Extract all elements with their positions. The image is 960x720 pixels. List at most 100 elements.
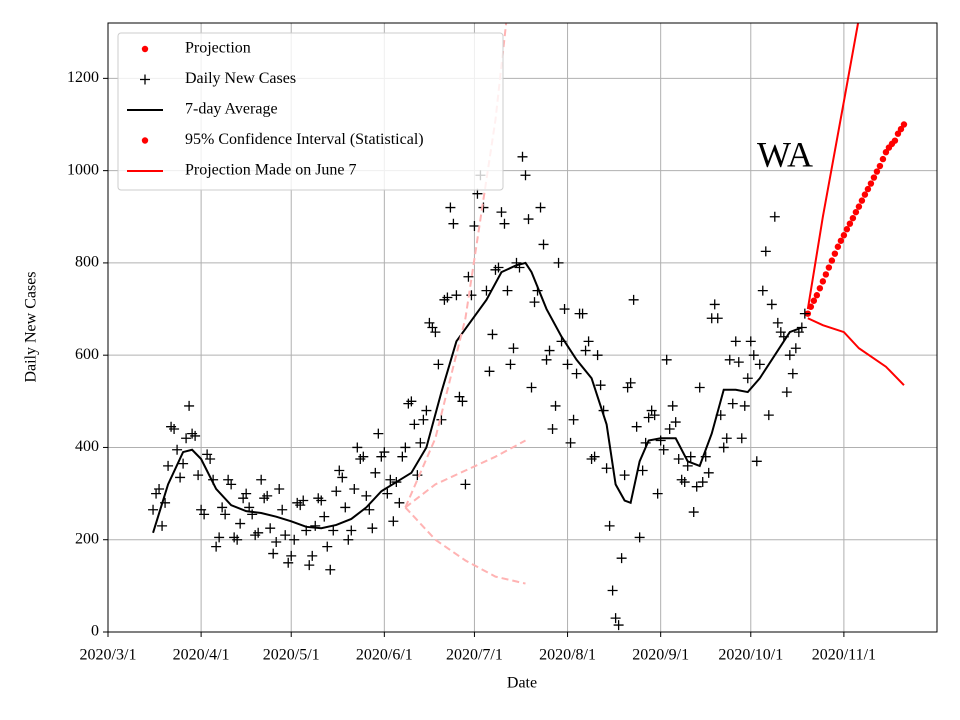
case-point: [571, 368, 582, 379]
case-point: [781, 387, 792, 398]
case-point: [499, 218, 510, 229]
case-point: [610, 613, 621, 624]
case-point: [364, 504, 375, 515]
case-point: [757, 285, 768, 296]
case-point: [346, 525, 357, 536]
case-point: [328, 525, 339, 536]
y-tick-label: 1000: [67, 161, 99, 178]
case-point: [232, 534, 243, 545]
case-point: [421, 405, 432, 416]
legend-box: [117, 32, 504, 191]
y-tick-label: 400: [75, 438, 99, 455]
case-point: [496, 207, 507, 218]
x-tick-label: 2020/8/1: [539, 647, 596, 664]
case-point: [502, 285, 513, 296]
case-point: [316, 495, 327, 506]
case-point: [583, 336, 594, 347]
legend-label: Daily New Cases: [185, 70, 296, 87]
case-point: [589, 451, 600, 462]
legend-label: Projection: [185, 40, 251, 57]
line: [806, 23, 860, 310]
case-point: [154, 483, 165, 494]
projection-point: [840, 232, 848, 239]
case-point: [553, 257, 564, 268]
projection-point: [843, 226, 851, 233]
case-point: [361, 490, 372, 501]
case-point: [658, 444, 669, 455]
case-point: [469, 221, 480, 231]
case-point: [409, 419, 420, 430]
case-point: [337, 472, 348, 483]
case-point: [718, 442, 729, 453]
case-point: [664, 424, 675, 434]
case-point: [544, 345, 555, 356]
case-point: [649, 410, 660, 421]
case-point: [460, 479, 471, 490]
line: [152, 261, 803, 534]
case-point: [169, 424, 180, 434]
case-point: [508, 343, 519, 354]
case-point: [631, 421, 642, 432]
case-point: [358, 451, 369, 462]
case-point: [349, 483, 360, 494]
case-point: [256, 474, 267, 485]
y-tick-label: 1200: [67, 69, 99, 86]
case-point: [601, 463, 612, 474]
case-point: [445, 202, 456, 213]
case-point: [547, 424, 558, 434]
case-point: [322, 541, 333, 552]
x-tick-label: 2020/3/1: [80, 647, 137, 664]
annotation: WA: [757, 134, 813, 174]
case-point: [448, 218, 459, 229]
y-tick-label: 600: [75, 346, 99, 363]
case-point: [592, 350, 603, 361]
case-point: [382, 488, 393, 499]
case-point: [535, 202, 546, 213]
projection-point: [894, 130, 902, 137]
case-point: [613, 620, 624, 631]
case-point: [289, 534, 300, 545]
axes-frame: [107, 22, 938, 633]
case-point: [205, 453, 216, 464]
case-point: [568, 414, 579, 425]
projection-point: [858, 197, 866, 204]
case-point: [286, 550, 297, 561]
case-point: [268, 548, 279, 559]
case-point: [319, 511, 330, 522]
case-point: [520, 170, 531, 181]
projection-point: [831, 250, 839, 257]
case-point: [175, 472, 186, 483]
legend-label: 7-day Average: [185, 101, 278, 118]
case-point: [442, 292, 453, 303]
case-point: [703, 467, 714, 478]
case-point: [400, 442, 411, 453]
legend-marker: [141, 137, 149, 144]
case-point: [562, 359, 573, 370]
case-point: [385, 474, 396, 485]
x-tick-label: 2020/6/1: [356, 647, 413, 664]
x-tick-label: 2020/4/1: [173, 647, 230, 664]
case-point: [307, 550, 318, 561]
case-point: [262, 490, 273, 501]
case-point: [373, 428, 384, 439]
case-point: [559, 304, 570, 315]
case-point: [190, 430, 201, 441]
case-point: [697, 477, 708, 488]
case-point: [265, 523, 276, 534]
case-point: [172, 444, 183, 455]
projection-point: [828, 257, 836, 264]
case-point: [694, 382, 705, 393]
case-point: [274, 483, 285, 494]
case-point: [748, 350, 759, 361]
case-point: [616, 553, 627, 564]
case-point: [457, 396, 468, 407]
case-point: [379, 447, 390, 458]
case-point: [484, 366, 495, 377]
case-point: [184, 400, 195, 411]
y-axis-label: Daily New Cases: [23, 271, 40, 382]
case-point: [325, 564, 336, 575]
case-point: [607, 585, 618, 596]
y-tick-label: 0: [91, 623, 99, 640]
case-point: [754, 359, 765, 370]
x-tick-label: 2020/7/1: [446, 647, 503, 664]
